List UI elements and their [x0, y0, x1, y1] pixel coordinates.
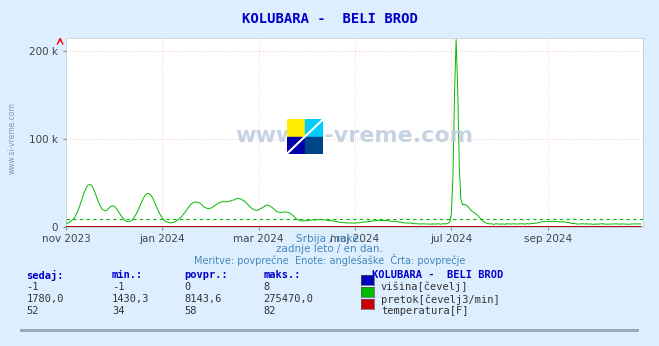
- Text: maks.:: maks.:: [264, 270, 301, 280]
- Text: temperatura[F]: temperatura[F]: [381, 306, 469, 316]
- Text: 8: 8: [264, 282, 270, 292]
- Text: www.si-vreme.com: www.si-vreme.com: [235, 126, 473, 146]
- Polygon shape: [287, 119, 304, 137]
- Text: KOLUBARA -  BELI BROD: KOLUBARA - BELI BROD: [372, 270, 503, 280]
- Text: 275470,0: 275470,0: [264, 294, 314, 304]
- Text: 8143,6: 8143,6: [185, 294, 222, 304]
- Text: Meritve: povprečne  Enote: anglešaške  Črta: povprečje: Meritve: povprečne Enote: anglešaške Črt…: [194, 254, 465, 266]
- Text: zadnje leto / en dan.: zadnje leto / en dan.: [276, 244, 383, 254]
- Text: sedaj:: sedaj:: [26, 270, 64, 281]
- Text: -1: -1: [112, 282, 125, 292]
- Text: višina[čevelj]: višina[čevelj]: [381, 282, 469, 292]
- Polygon shape: [287, 137, 304, 154]
- Text: pretok[čevelj3/min]: pretok[čevelj3/min]: [381, 294, 500, 304]
- Text: KOLUBARA -  BELI BROD: KOLUBARA - BELI BROD: [242, 12, 417, 26]
- Text: 1430,3: 1430,3: [112, 294, 150, 304]
- Text: povpr.:: povpr.:: [185, 270, 228, 280]
- Text: Srbija / reke.: Srbija / reke.: [297, 234, 362, 244]
- Text: 58: 58: [185, 306, 197, 316]
- Text: 82: 82: [264, 306, 276, 316]
- Text: 1780,0: 1780,0: [26, 294, 64, 304]
- Text: -1: -1: [26, 282, 39, 292]
- Text: min.:: min.:: [112, 270, 143, 280]
- Text: 34: 34: [112, 306, 125, 316]
- Polygon shape: [304, 119, 323, 137]
- Text: 0: 0: [185, 282, 190, 292]
- Text: 52: 52: [26, 306, 39, 316]
- Polygon shape: [304, 137, 323, 154]
- Text: www.si-vreme.com: www.si-vreme.com: [8, 102, 17, 174]
